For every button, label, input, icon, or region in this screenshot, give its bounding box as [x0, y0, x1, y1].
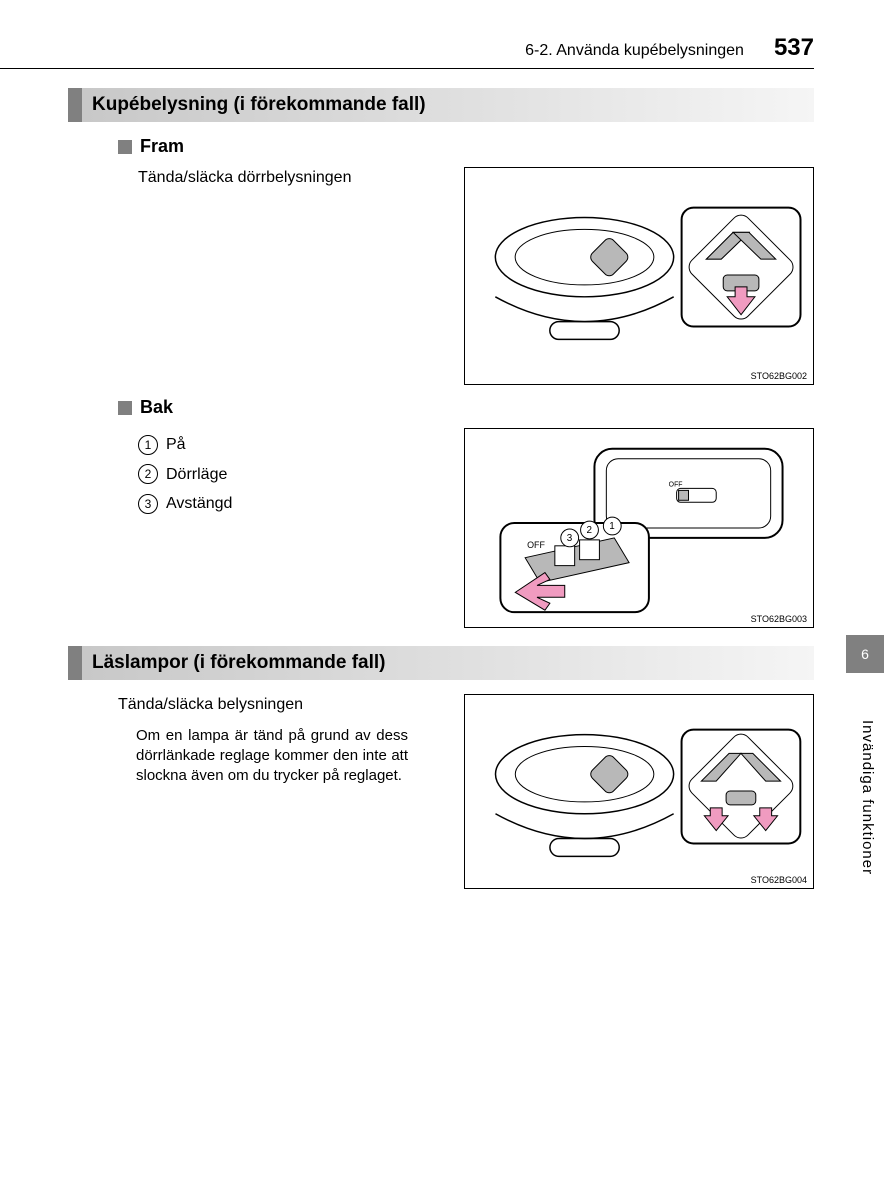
body-text: Tända/släcka dörrbelysningen: [138, 167, 428, 385]
header-rule: [0, 68, 814, 69]
list-label: Dörrläge: [166, 464, 227, 486]
sub-heading-bak: Bak: [118, 397, 814, 418]
figure-laslampor: STO62BG004: [464, 694, 814, 889]
svg-text:OFF: OFF: [669, 481, 683, 488]
body-row: Tända/släcka dörrbelysningen: [138, 167, 814, 385]
figure-col: STO62BG004: [420, 694, 814, 889]
page-number: 537: [774, 34, 814, 62]
list-item: 3 Avstängd: [138, 493, 428, 515]
circle-number-icon: 1: [138, 435, 158, 455]
sub-title: Bak: [140, 397, 173, 418]
svg-text:2: 2: [587, 525, 593, 536]
text-col: 1 På 2 Dörrläge 3 Avstängd: [138, 428, 428, 628]
figure-caption: STO62BG004: [751, 875, 807, 885]
square-bullet-icon: [118, 401, 132, 415]
content-area: Kupébelysning (i förekommande fall) Fram…: [68, 80, 814, 901]
figure-col: OFF 3 2 1 OFF: [440, 428, 814, 628]
figure-fram: STO62BG002: [464, 167, 814, 385]
svg-text:1: 1: [609, 521, 615, 532]
page-header: 6-2. Använda kupébelysningen 537: [525, 34, 814, 62]
svg-text:3: 3: [567, 533, 573, 544]
list-label: Avstängd: [166, 493, 232, 515]
sub-heading-fram: Fram: [118, 136, 814, 157]
svg-text:OFF: OFF: [527, 540, 545, 550]
figure-bak: OFF 3 2 1 OFF: [464, 428, 814, 628]
body-text: Tända/släcka belysningen: [118, 694, 408, 716]
list-label: På: [166, 434, 186, 456]
reading-lamps-illustration: [465, 695, 813, 888]
body-row: Tända/släcka belysningen Om en lampa är …: [118, 694, 814, 889]
square-bullet-icon: [118, 140, 132, 154]
section-bar: [68, 88, 82, 122]
section-title: Läslampor (i förekommande fall): [82, 646, 814, 680]
section-header-kupebelysning: Kupébelysning (i förekommande fall): [68, 88, 814, 122]
figure-col: STO62BG002: [440, 167, 814, 385]
circle-number-icon: 2: [138, 464, 158, 484]
figure-caption: STO62BG003: [751, 614, 807, 624]
rear-light-switch-illustration: OFF 3 2 1 OFF: [465, 429, 813, 627]
subsection-laslampor: Tända/släcka belysningen Om en lampa är …: [118, 694, 814, 889]
subsection-fram: Fram Tända/släcka dörrbelysningen: [118, 136, 814, 385]
sub-title: Fram: [140, 136, 184, 157]
subsection-bak: Bak 1 På 2 Dörrläge 3 Avstängd: [118, 397, 814, 628]
numbered-list: 1 På 2 Dörrläge 3 Avstängd: [138, 434, 428, 515]
overhead-console-front-illustration: [465, 168, 813, 384]
chapter-number: 6: [861, 646, 869, 662]
circle-number-icon: 3: [138, 494, 158, 514]
section-title: Kupébelysning (i förekommande fall): [82, 88, 814, 122]
list-item: 1 På: [138, 434, 428, 456]
section-breadcrumb: 6-2. Använda kupébelysningen: [525, 42, 744, 60]
text-col: Tända/släcka belysningen Om en lampa är …: [118, 694, 408, 889]
figure-caption: STO62BG002: [751, 371, 807, 381]
chapter-tab: 6: [846, 635, 884, 673]
chapter-label: Invändiga funktioner: [859, 720, 876, 875]
section-bar: [68, 646, 82, 680]
body-row: 1 På 2 Dörrläge 3 Avstängd: [138, 428, 814, 628]
section-header-laslampor: Läslampor (i förekommande fall): [68, 646, 814, 680]
list-item: 2 Dörrläge: [138, 464, 428, 486]
paragraph-text: Om en lampa är tänd på grund av dess dör…: [136, 726, 408, 787]
